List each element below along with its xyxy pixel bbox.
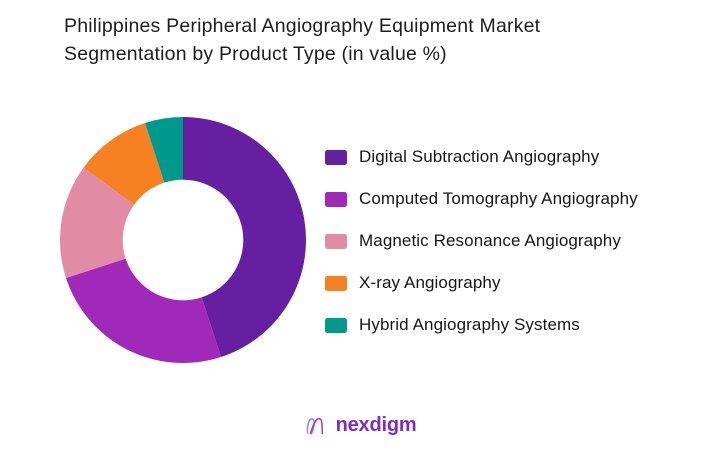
donut-segment [183,117,306,357]
chart-title: Philippines Peripheral Angiography Equip… [64,12,624,68]
donut-segment [83,123,165,205]
legend-item: Hybrid Angiography Systems [325,314,638,336]
legend-swatch [325,233,347,249]
legend-swatch [325,275,347,291]
nexdigm-logo-icon [306,417,323,435]
donut-segment [60,167,135,279]
donut-segment [144,117,183,183]
legend-item: Digital Subtraction Angiography [325,146,638,168]
legend-label: Digital Subtraction Angiography [359,147,600,166]
legend-swatch [325,149,347,165]
donut-chart [60,117,306,363]
chart-title-line-1: Philippines Peripheral Angiography Equip… [64,15,541,37]
donut-segment [66,258,222,363]
brand-name: nexdigm [335,414,417,436]
legend-label: Magnetic Resonance Angiography [359,231,621,250]
chart-title-line-2: Segmentation by Product Type (in value %… [64,43,447,65]
legend: Digital Subtraction Angiography Computed … [325,146,638,356]
legend-label: Hybrid Angiography Systems [359,315,580,334]
legend-item: X-ray Angiography [325,272,638,294]
brand-logo: nexdigm [304,413,417,438]
legend-label: X-ray Angiography [359,273,501,292]
legend-swatch [325,317,347,333]
legend-label: Computed Tomography Angiography [359,189,638,208]
legend-swatch [325,191,347,207]
legend-item: Magnetic Resonance Angiography [325,230,638,252]
legend-item: Computed Tomography Angiography [325,188,638,210]
